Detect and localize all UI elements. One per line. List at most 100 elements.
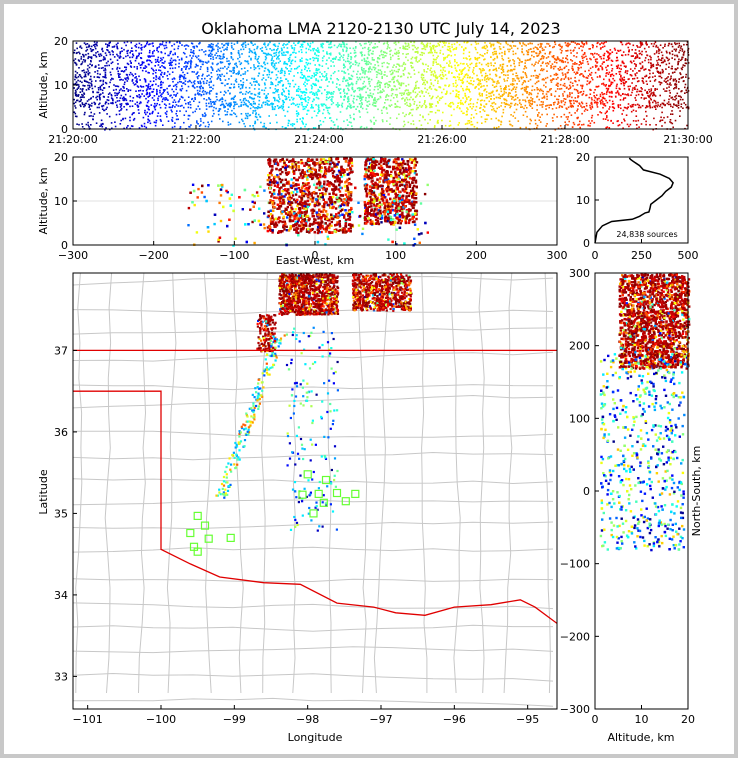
time-height-point <box>444 56 447 59</box>
time-height-point <box>536 109 538 111</box>
time-height-point <box>322 43 325 45</box>
time-height-point <box>371 68 373 71</box>
time-height-point <box>338 52 341 54</box>
time-height-point <box>264 43 266 46</box>
time-height-point <box>98 76 101 79</box>
time-height-point <box>444 57 446 60</box>
time-height-point <box>94 45 96 48</box>
time-height-point <box>563 82 566 85</box>
time-height-point <box>511 96 514 98</box>
time-height-point <box>142 85 145 88</box>
time-height-point <box>117 92 119 95</box>
time-height-point <box>354 63 357 66</box>
time-height-point <box>299 59 302 61</box>
time-height-point <box>546 123 548 125</box>
time-height-point <box>294 68 296 70</box>
time-height-point <box>561 68 563 71</box>
time-height-point <box>175 86 178 88</box>
time-height-point <box>347 124 349 126</box>
time-height-point <box>527 49 530 51</box>
time-height-point <box>620 107 622 110</box>
time-height-point <box>277 47 279 50</box>
time-height-point <box>604 85 607 87</box>
time-height-point <box>441 41 444 43</box>
time-height-point <box>116 45 118 48</box>
time-height-point <box>208 49 211 52</box>
time-height-point <box>101 122 104 125</box>
time-height-point <box>169 41 171 43</box>
time-height-point <box>291 59 294 62</box>
time-height-point <box>262 102 264 104</box>
time-height-point <box>426 88 429 91</box>
time-height-point <box>461 72 463 75</box>
time-height-point <box>248 114 251 117</box>
time-height-point <box>413 103 415 105</box>
time-height-point <box>469 99 471 102</box>
time-height-point <box>555 74 557 76</box>
time-height-point <box>449 50 451 52</box>
time-height-point <box>641 65 644 67</box>
time-height-point <box>156 102 158 105</box>
time-height-point <box>593 101 596 104</box>
time-height-point <box>537 114 539 116</box>
time-height-point <box>583 106 586 108</box>
time-height-point <box>493 57 496 60</box>
time-height-point <box>173 48 176 51</box>
time-height-point <box>506 103 509 106</box>
time-height-point <box>317 51 319 53</box>
time-height-point <box>602 93 604 96</box>
time-height-point <box>295 67 298 70</box>
time-height-point <box>98 95 101 98</box>
time-height-point <box>577 105 579 107</box>
time-height-point <box>161 100 164 103</box>
time-height-point <box>636 80 639 83</box>
time-height-point <box>198 101 201 104</box>
time-height-point <box>603 45 606 48</box>
time-height-point <box>534 119 537 122</box>
time-height-point <box>648 88 650 91</box>
time-height-point <box>101 47 104 50</box>
time-height-point <box>439 41 441 43</box>
time-height-point <box>423 52 425 55</box>
time-height-point <box>89 63 91 65</box>
time-height-point <box>98 106 100 109</box>
time-height-point <box>237 72 239 74</box>
time-height-point <box>651 94 654 97</box>
time-height-point <box>501 67 504 69</box>
time-height-point <box>672 78 675 81</box>
time-height-point <box>421 92 424 94</box>
time-height-point <box>120 107 123 110</box>
time-height-point <box>658 49 661 51</box>
time-height-point <box>101 125 104 128</box>
time-height-point <box>573 102 575 105</box>
time-height-point <box>648 91 651 93</box>
time-height-point <box>611 68 614 70</box>
time-height-point <box>660 77 663 79</box>
time-height-point <box>317 79 319 82</box>
time-height-point <box>589 88 591 91</box>
time-height-point <box>309 62 312 65</box>
time-height-point <box>483 89 485 92</box>
time-height-point <box>179 110 181 112</box>
time-height-point <box>553 73 556 76</box>
time-height-point <box>470 43 473 46</box>
time-height-point <box>563 90 566 93</box>
time-height-point <box>576 43 578 46</box>
time-height-point <box>492 43 495 46</box>
time-height-point <box>520 88 523 90</box>
time-height-point <box>193 87 196 89</box>
time-height-point <box>618 73 621 75</box>
time-height-point <box>83 105 85 108</box>
time-height-point <box>342 41 344 44</box>
time-height-point <box>297 42 299 45</box>
time-height-point <box>192 111 194 114</box>
time-height-point <box>462 77 464 80</box>
time-height-point <box>361 76 363 79</box>
time-height-point <box>648 77 650 79</box>
time-height-point <box>376 73 378 76</box>
time-height-point <box>308 75 311 78</box>
time-height-point <box>328 81 330 83</box>
time-height-point <box>87 64 89 67</box>
time-height-point <box>355 46 357 48</box>
time-height-point <box>276 49 278 51</box>
